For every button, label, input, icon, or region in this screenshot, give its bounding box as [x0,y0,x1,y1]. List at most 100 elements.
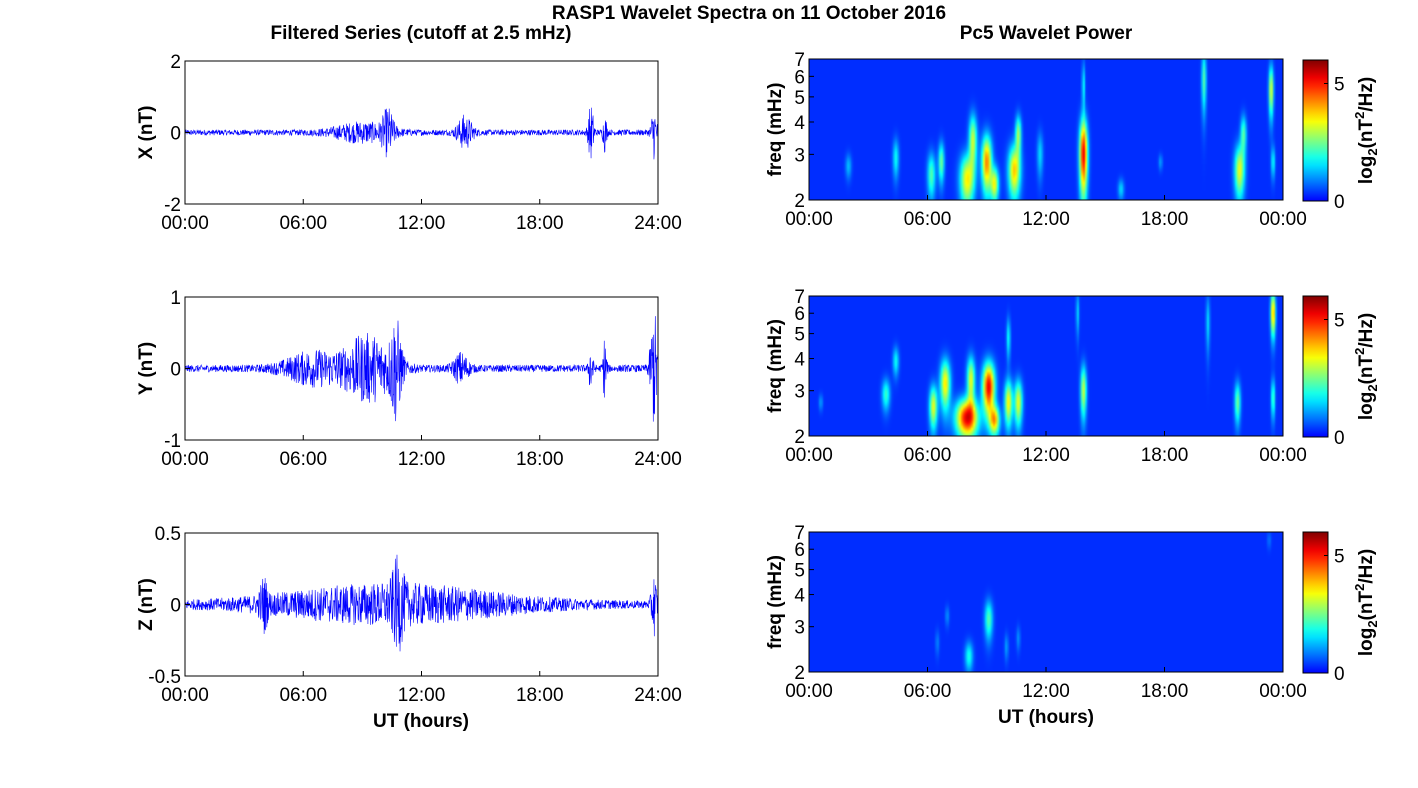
spectrum-panel-2: 2 3 4 567 00:00 06:00 12:00 18:00 00:00 freq (mHz… [765,287,1307,466]
colorbar-label: log2(nT2/Hz) [1352,77,1380,184]
series-line [184,316,659,422]
y-axis-label: freq (mHz) [765,83,786,177]
left-column-title: Filtered Series (cutoff at 2.5 mHz) [271,23,572,44]
y-axis-label: X (nT) [136,106,157,160]
colorbar-frame [1302,59,1329,202]
spectrum-panel-1: 2 3 4 567 00:00 06:00 12:00 18:00 00:00 freq (mHz… [765,50,1307,230]
x-tick-label: 00:00 [1259,681,1307,702]
series-panel-2: 1 0 -100:00 06:00 12:00 18:00 24:00 Y (nT) [136,288,682,470]
colorbar-label-part: 2 [1365,384,1380,391]
x-tick-label: 12:00 [398,449,446,470]
colorbar-label-part: 2 [1365,620,1380,627]
x-tick-label: 00:00 [161,685,209,706]
y-tick-label: 0 [170,124,181,145]
panels: 20-200:00 06:00 12:00 18:00 24:00X (nT)10-10… [136,50,1380,706]
y-tick-label: -1 [164,431,181,452]
right-x-axis-label: UT (hours) [998,707,1094,728]
y-axis-label: freq (mHz) [765,319,786,413]
x-tick-label: 00:00 [161,449,209,470]
y-tick-label: 5 [794,325,805,346]
x-tick-label: 24:00 [634,449,682,470]
y-tick-label: 0 [170,360,181,381]
colorbar-label-part: /Hz) [1356,549,1377,584]
colorbar-label-part: (nT [1356,119,1377,149]
y-axis-label: Y (nT) [136,342,157,395]
y-tick-label: 3 [794,382,805,403]
colorbar-2: 0 5 log2(nT2/Hz) [1302,295,1380,449]
x-tick-label: 12:00 [398,213,446,234]
y-tick-label: 7 [794,523,805,544]
figure-title: RASP1 Wavelet Spectra on 11 October 2016 [552,3,946,24]
y-tick-label: 5 [794,561,805,582]
colorbar-tick-label: 5 [1334,75,1345,96]
series-panel-3: 0.5 0 -0.500:00 06:00 12:00 18:00 24:00 Z (nT) [136,524,682,706]
x-tick-label: 18:00 [516,213,564,234]
colorbar-label-part: /Hz) [1356,77,1377,112]
y-tick-label: 5 [794,88,805,109]
y-tick-label: 6 [794,540,805,561]
colorbar-label-part: log [1356,628,1377,657]
colorbar-label: log2(nT2/Hz) [1352,313,1380,420]
x-tick-label: 00:00 [785,681,833,702]
x-tick-label: 12:00 [1022,209,1070,230]
y-tick-label: 3 [794,618,805,639]
x-tick-label: 00:00 [785,209,833,230]
y-tick-label: 3 [794,145,805,166]
colorbar-label-part: (nT [1356,355,1377,385]
y-tick-label: 2 [794,191,805,212]
x-tick-label: 06:00 [904,209,952,230]
y-tick-label: 4 [794,586,805,607]
colorbar-label: log2(nT2/Hz) [1352,549,1380,656]
y-tick-label: 1 [170,288,181,309]
series-line [184,107,659,160]
spectrum-panel-3: 2 3 4 567 00:00 06:00 12:00 18:00 00:00 freq (mHz… [765,523,1307,702]
x-tick-label: 06:00 [904,681,952,702]
x-tick-label: 06:00 [279,449,327,470]
colorbar-label-part: 2 [1365,148,1380,155]
x-tick-label: 18:00 [1141,209,1189,230]
x-tick-label: 06:00 [279,685,327,706]
colorbar-gradient [1303,60,1328,201]
x-tick-label: 00:00 [1259,209,1307,230]
x-tick-label: 00:00 [785,445,833,466]
colorbar-label-part: 2 [1352,584,1367,591]
left-x-axis-label: UT (hours) [373,711,469,732]
colorbar-gradient [1303,296,1328,437]
colorbar-label-part: 2 [1352,112,1367,119]
y-axis-label: freq (mHz) [765,555,786,649]
series-line [184,554,659,652]
wavelet-power-image [809,532,1283,672]
colorbar-tick-label: 0 [1334,428,1345,449]
y-tick-label: 2 [794,427,805,448]
y-tick-label: 4 [794,350,805,371]
x-tick-label: 12:00 [1022,445,1070,466]
colorbar-label-part: (nT [1356,591,1377,621]
y-tick-label: 0.5 [155,524,181,545]
x-tick-label: 24:00 [634,213,682,234]
x-tick-label: 12:00 [1022,681,1070,702]
x-tick-label: 18:00 [1141,681,1189,702]
x-tick-label: 06:00 [279,213,327,234]
x-tick-label: 18:00 [516,685,564,706]
x-tick-label: 18:00 [1141,445,1189,466]
series-panel-1: 2 0 -200:00 06:00 12:00 18:00 24:00 X (nT) [136,52,682,234]
x-tick-label: 06:00 [904,445,952,466]
colorbar-frame [1302,531,1329,674]
y-tick-label: 0 [170,596,181,617]
colorbar-label-part: log [1356,392,1377,421]
colorbar-frame [1302,295,1329,438]
y-tick-label: -0.5 [148,667,181,688]
colorbar-tick-label: 0 [1334,192,1345,213]
wavelet-power-image [809,59,1283,200]
colorbar-tick-label: 5 [1334,311,1345,332]
right-column-title: Pc5 Wavelet Power [960,23,1133,44]
y-tick-label: 7 [794,50,805,71]
colorbar-label-part: log [1356,156,1377,185]
colorbar-gradient [1303,532,1328,673]
y-tick-label: -2 [164,195,181,216]
x-tick-label: 18:00 [516,449,564,470]
colorbar-label-part: /Hz) [1356,313,1377,348]
